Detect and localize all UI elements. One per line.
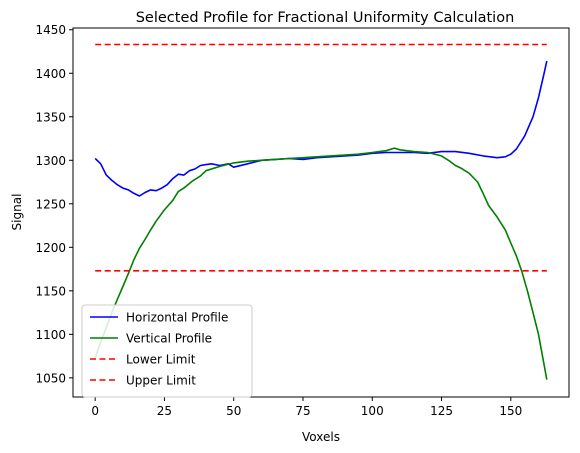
x-tick-label: 0: [91, 404, 99, 418]
y-axis-label: Signal: [10, 194, 24, 231]
legend-label: Vertical Profile: [126, 332, 212, 346]
x-axis-label: Voxels: [302, 430, 340, 444]
y-tick-label: 1400: [35, 67, 66, 81]
axes-frame: [72, 27, 570, 398]
y-axis-ticks: 1050 1100 1150 1200 1250 1300 1350 1400 1450: [35, 23, 73, 385]
legend-box: [81, 304, 253, 398]
x-tick-label: 75: [295, 404, 310, 418]
legend-label: Lower Limit: [126, 353, 196, 367]
series-line-1: [94, 147, 548, 380]
x-tick-label: 150: [499, 404, 522, 418]
y-tick-label: 1450: [35, 23, 66, 37]
legend: Horizontal Profile Vertical Profile Lower …: [81, 304, 253, 398]
x-tick-label: 50: [226, 404, 241, 418]
x-tick-label: 100: [361, 404, 384, 418]
y-tick-label: 1200: [35, 241, 66, 255]
legend-label: Upper Limit: [126, 374, 196, 388]
y-tick-label: 1300: [35, 154, 66, 168]
y-tick-label: 1150: [35, 284, 66, 298]
plot-series: [94, 43, 548, 380]
x-tick-label: 125: [430, 404, 453, 418]
y-tick-label: 1350: [35, 110, 66, 124]
y-tick-label: 1050: [35, 371, 66, 385]
chart-title: Selected Profile for Fractional Uniformi…: [136, 10, 515, 26]
y-tick-label: 1100: [35, 328, 66, 342]
legend-label: Horizontal Profile: [126, 311, 228, 325]
series-line-0: [94, 60, 548, 197]
y-tick-label: 1250: [35, 197, 66, 211]
x-tick-label: 25: [157, 404, 172, 418]
x-axis-ticks: 0 25 50 75 100 125 150: [91, 397, 522, 418]
